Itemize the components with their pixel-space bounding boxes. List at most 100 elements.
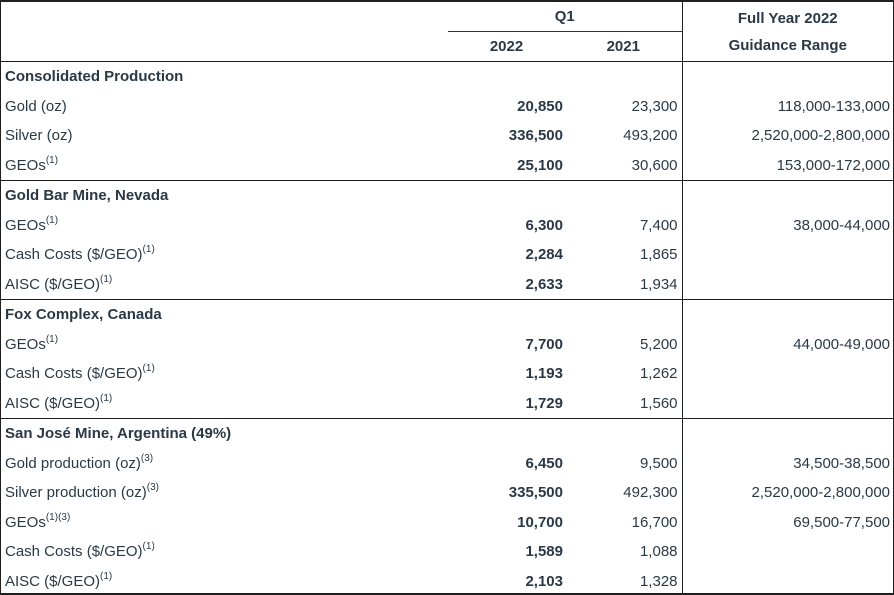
value-2022: 336,500: [508, 127, 563, 145]
value-2021: 493,200: [623, 127, 678, 145]
table-row: GEOs(1)(3) 10,700 16,700 69,500-77,500: [1, 507, 893, 537]
row-label: Silver (oz): [5, 127, 73, 145]
guidance-empty-cell: [681, 299, 893, 330]
value-2022: 2,103: [525, 572, 563, 590]
table-row: GEOs(1) 7,700 5,200 44,000-49,000: [1, 329, 893, 359]
row-label: Gold production (oz): [5, 454, 141, 472]
footnote-superscript: (1): [45, 214, 59, 226]
value-2021: 30,600: [631, 156, 678, 174]
value-2022: 1,589: [525, 543, 563, 561]
footnote-superscript: (1): [45, 333, 59, 345]
footnote-superscript: (1): [142, 363, 155, 375]
value-2021: 5,200: [639, 335, 678, 353]
guidance-range: 69,500-77,500: [681, 507, 893, 537]
table-row: Cash Costs ($/GEO)(1) 1,589 1,088: [1, 537, 893, 567]
table-row: GEOs(1) 25,100 30,600 153,000-172,000: [1, 150, 893, 181]
value-2021: 7,400: [639, 216, 678, 234]
table-row: Gold production (oz)(3) 6,450 9,500 34,5…: [1, 448, 893, 478]
row-label: Silver production (oz): [5, 484, 147, 502]
footnote-superscript: (1): [100, 392, 113, 404]
guidance-range: [681, 537, 893, 567]
guidance-range: [681, 359, 893, 389]
guidance-range: 153,000-172,000: [681, 150, 893, 181]
value-2022: 1,729: [525, 394, 563, 412]
section-header-row: Consolidated Production: [1, 61, 893, 92]
header-empty-cell: [1, 2, 448, 32]
value-2022: 25,100: [517, 156, 563, 174]
row-label: AISC ($/GEO): [5, 394, 101, 412]
value-2021: 23,300: [631, 97, 678, 115]
footnote-superscript: (1): [142, 541, 155, 553]
table-row: GEOs(1) 6,300 7,400 38,000-44,000: [1, 210, 893, 240]
value-2021: 1,560: [639, 394, 678, 412]
header-row-years: 2022 2021: [1, 32, 893, 62]
section-title: Fox Complex, Canada: [1, 299, 683, 330]
table-row: Silver production (oz)(3) 335,500 492,30…: [1, 478, 893, 508]
guidance-range: 2,520,000-2,800,000: [681, 478, 893, 508]
section-header-row: Gold Bar Mine, Nevada: [1, 180, 893, 211]
row-label: Cash Costs ($/GEO): [5, 365, 143, 383]
guidance-range: 38,000-44,000: [681, 210, 893, 240]
guidance-range: [681, 269, 893, 300]
row-label: Cash Costs ($/GEO): [5, 246, 143, 264]
value-2022: 7,700: [525, 335, 563, 353]
section-header-row: Fox Complex, Canada: [1, 299, 893, 330]
value-2021: 1,088: [639, 543, 678, 561]
value-2022: 335,500: [508, 484, 563, 502]
guidance-range: 44,000-49,000: [681, 329, 893, 359]
guidance-empty-cell: [681, 180, 893, 211]
section-title: San José Mine, Argentina (49%): [1, 418, 683, 449]
section-header-row: San José Mine, Argentina (49%): [1, 418, 893, 449]
value-2021: 1,865: [639, 246, 678, 264]
row-label: GEOs: [5, 216, 46, 234]
guidance-range: 118,000-133,000: [681, 91, 893, 121]
header-row-q1: Q1 Full Year 2022 Guidance Range: [1, 2, 893, 62]
table-row: AISC ($/GEO)(1) 2,103 1,328: [1, 566, 893, 593]
table-row: AISC ($/GEO)(1) 2,633 1,934: [1, 269, 893, 300]
guidance-header-line2: Guidance Range: [728, 36, 847, 54]
value-2022: 2,284: [525, 246, 563, 264]
value-2022: 6,450: [525, 454, 563, 472]
value-2021: 1,328: [639, 572, 678, 590]
footnote-superscript: (3): [146, 482, 159, 494]
value-2021: 492,300: [623, 484, 678, 502]
guidance-range: [681, 240, 893, 270]
guidance-header-line1: Full Year 2022: [737, 9, 838, 27]
footnote-superscript: (1): [100, 570, 113, 582]
table-row: AISC ($/GEO)(1) 1,729 1,560: [1, 388, 893, 419]
guidance-column-header: Full Year 2022 Guidance Range: [681, 2, 893, 62]
footnote-superscript: (1)(3): [45, 511, 71, 523]
table-row: Cash Costs ($/GEO)(1) 2,284 1,865: [1, 240, 893, 270]
guidance-range: 2,520,000-2,800,000: [681, 121, 893, 151]
row-label: Cash Costs ($/GEO): [5, 543, 143, 561]
footnote-superscript: (1): [142, 244, 155, 256]
value-2021: 1,262: [639, 365, 678, 383]
row-label: GEOs: [5, 513, 46, 531]
year-header-2021: 2021: [606, 38, 640, 55]
value-2022: 10,700: [517, 513, 563, 531]
footnote-superscript: (3): [140, 452, 154, 464]
guidance-empty-cell: [681, 61, 893, 92]
value-2022: 20,850: [517, 97, 563, 115]
row-label: AISC ($/GEO): [5, 275, 101, 293]
row-label: GEOs: [5, 335, 46, 353]
footnote-superscript: (1): [100, 273, 113, 285]
footnote-superscript: (1): [45, 154, 59, 166]
value-2021: 9,500: [639, 454, 678, 472]
section-title: Gold Bar Mine, Nevada: [1, 180, 683, 211]
guidance-range: [681, 388, 893, 419]
value-2022: 2,633: [525, 275, 563, 293]
q1-column-group-header: Q1: [448, 2, 683, 32]
year-header-2022: 2022: [489, 38, 524, 55]
row-label: GEOs: [5, 156, 46, 174]
table-row: Silver (oz) 336,500 493,200 2,520,000-2,…: [1, 121, 893, 151]
header-empty-cell: [1, 32, 448, 62]
row-label: AISC ($/GEO): [5, 572, 101, 590]
value-2021: 1,934: [639, 275, 678, 293]
table-row: Cash Costs ($/GEO)(1) 1,193 1,262: [1, 359, 893, 389]
section-title: Consolidated Production: [1, 61, 683, 92]
row-label: Gold (oz): [5, 97, 67, 115]
value-2021: 16,700: [631, 513, 678, 531]
